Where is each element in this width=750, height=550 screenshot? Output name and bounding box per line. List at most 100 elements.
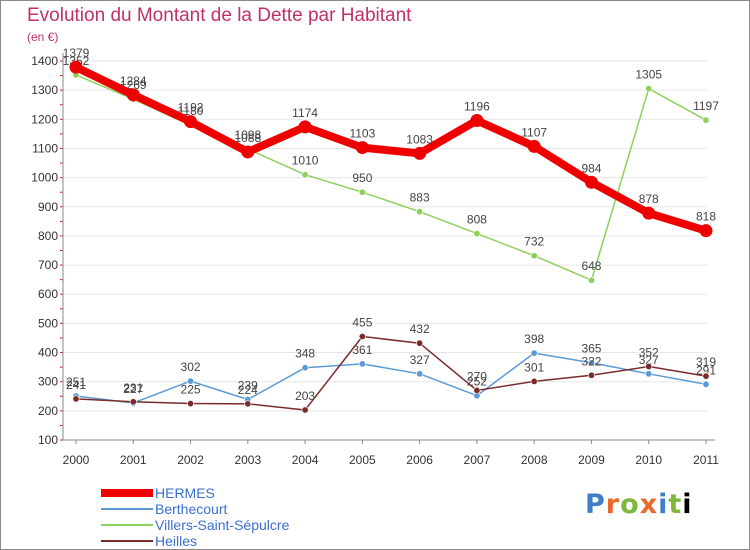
y-tick-label: 1000 bbox=[31, 171, 58, 185]
data-point bbox=[416, 339, 424, 347]
data-label: 348 bbox=[295, 347, 315, 361]
data-point bbox=[301, 171, 309, 179]
data-label: 327 bbox=[410, 353, 430, 367]
legend-swatch bbox=[101, 508, 153, 510]
data-label: 950 bbox=[352, 171, 372, 185]
data-label: 251 bbox=[66, 375, 86, 389]
data-label: 1098 bbox=[234, 128, 261, 142]
data-label: 883 bbox=[410, 191, 430, 205]
data-point bbox=[241, 145, 255, 159]
data-label: 878 bbox=[639, 192, 659, 206]
data-label: 322 bbox=[581, 354, 601, 368]
data-point bbox=[642, 206, 656, 220]
data-label: 224 bbox=[238, 383, 258, 397]
data-point bbox=[645, 370, 653, 378]
x-tick-label: 2004 bbox=[292, 453, 319, 467]
data-point bbox=[702, 116, 710, 124]
y-tick-label: 1200 bbox=[31, 112, 58, 126]
data-label: 270 bbox=[467, 369, 487, 383]
y-tick-label: 100 bbox=[38, 433, 58, 447]
data-label: 361 bbox=[352, 343, 372, 357]
y-tick-label: 600 bbox=[38, 287, 58, 301]
x-tick-label: 2006 bbox=[406, 453, 433, 467]
x-tick-label: 2003 bbox=[234, 453, 261, 467]
y-tick-label: 300 bbox=[38, 375, 58, 389]
data-point bbox=[473, 230, 481, 238]
logo-letter: o bbox=[620, 489, 640, 520]
legend-label: Heilles bbox=[155, 533, 198, 549]
data-label: 648 bbox=[581, 259, 601, 273]
data-label: 398 bbox=[524, 332, 544, 346]
y-tick-label: 1400 bbox=[31, 54, 58, 68]
data-point bbox=[416, 208, 424, 216]
y-tick-label: 800 bbox=[38, 229, 58, 243]
x-tick-label: 2010 bbox=[635, 453, 662, 467]
data-label: 1284 bbox=[120, 74, 147, 88]
data-label: 302 bbox=[181, 360, 201, 374]
legend-swatch bbox=[101, 489, 153, 497]
data-point bbox=[184, 115, 198, 129]
x-tick-label: 2002 bbox=[177, 453, 204, 467]
data-label: 432 bbox=[410, 322, 430, 336]
y-tick-label: 1100 bbox=[32, 141, 58, 155]
data-label: 818 bbox=[696, 210, 716, 224]
data-point bbox=[587, 359, 595, 367]
logo-letter: i bbox=[682, 489, 693, 520]
data-label: 227 bbox=[123, 382, 143, 396]
data-label: 808 bbox=[467, 213, 487, 227]
data-label: 1305 bbox=[635, 68, 662, 82]
proxiti-logo: Proxiti bbox=[585, 489, 693, 520]
legend-swatch bbox=[101, 540, 153, 542]
data-point bbox=[584, 175, 598, 189]
data-point bbox=[301, 406, 309, 414]
data-point bbox=[702, 372, 710, 380]
data-label: 1174 bbox=[292, 106, 318, 120]
x-tick-label: 2000 bbox=[63, 453, 90, 467]
data-point bbox=[645, 363, 653, 371]
data-point bbox=[301, 364, 309, 372]
data-point bbox=[129, 398, 137, 406]
data-point bbox=[298, 120, 312, 134]
data-label: 319 bbox=[696, 355, 716, 369]
data-point bbox=[530, 349, 538, 357]
series-line-hermes bbox=[72, 63, 710, 235]
data-point bbox=[413, 146, 427, 160]
data-point bbox=[470, 113, 484, 127]
data-label: 1107 bbox=[521, 125, 547, 139]
legend-label: Villers-Saint-Sépulcre bbox=[155, 517, 290, 533]
data-label: 231 bbox=[123, 381, 143, 395]
data-point bbox=[244, 400, 252, 408]
y-tick-label: 400 bbox=[38, 346, 58, 360]
data-point bbox=[527, 139, 541, 153]
data-label: 1196 bbox=[464, 99, 490, 113]
data-label: 1088 bbox=[234, 131, 261, 145]
x-tick-label: 2007 bbox=[464, 453, 491, 467]
y-tick-label: 700 bbox=[38, 258, 58, 272]
x-tick-label: 2008 bbox=[521, 453, 548, 467]
data-point bbox=[187, 377, 195, 385]
data-point bbox=[645, 85, 653, 93]
data-point bbox=[473, 386, 481, 394]
series-line-berthecourt bbox=[75, 352, 707, 404]
y-tick-label: 200 bbox=[38, 404, 58, 418]
data-point bbox=[358, 360, 366, 368]
data-label: 1379 bbox=[63, 46, 90, 60]
data-point bbox=[416, 370, 424, 378]
data-point bbox=[126, 88, 140, 102]
data-point bbox=[702, 380, 710, 388]
data-point bbox=[69, 60, 83, 74]
chart-title: Evolution du Montant de la Dette par Hab… bbox=[27, 5, 412, 26]
data-label: 203 bbox=[295, 389, 315, 403]
y-tick-label: 500 bbox=[38, 316, 58, 330]
x-tick-label: 2011 bbox=[693, 453, 719, 467]
y-tick-label: 900 bbox=[38, 200, 58, 214]
data-point bbox=[699, 224, 713, 238]
data-label: 239 bbox=[238, 378, 258, 392]
data-label: 984 bbox=[581, 161, 601, 175]
data-label: 327 bbox=[639, 353, 659, 367]
legend-swatch bbox=[101, 524, 153, 526]
unit-label: (en €) bbox=[27, 30, 59, 44]
series-line-heilles bbox=[75, 335, 707, 411]
